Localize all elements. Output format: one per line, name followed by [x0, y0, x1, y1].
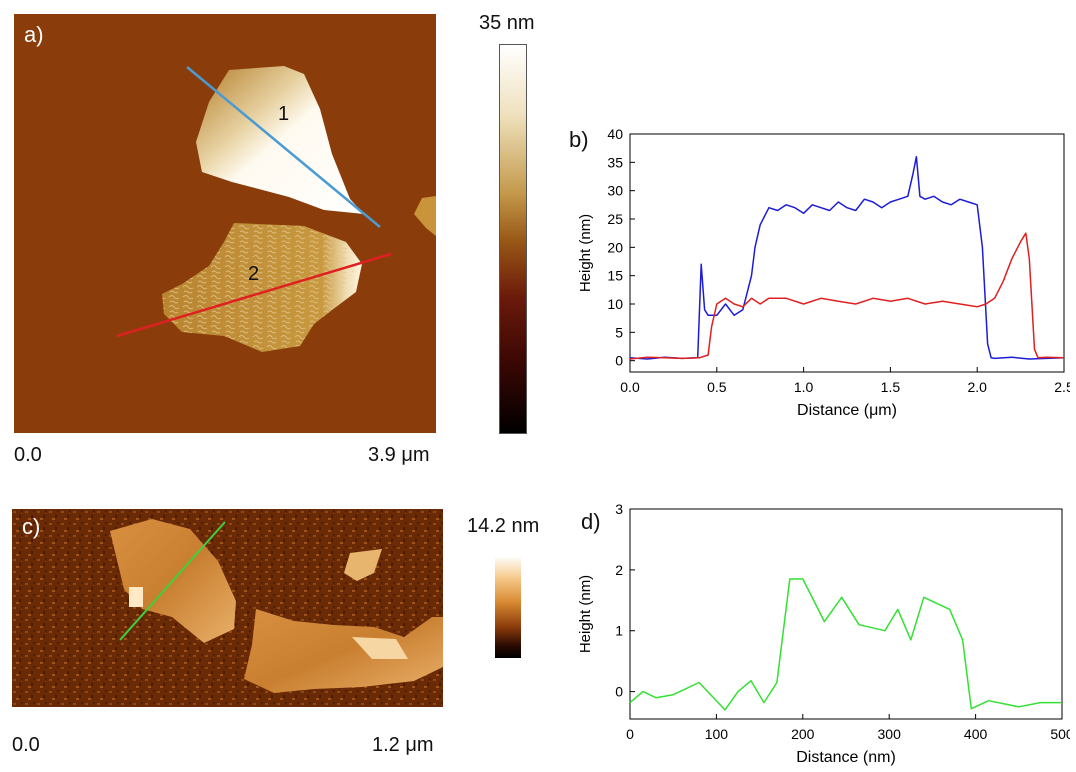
y-tick-label: 2 — [615, 562, 623, 578]
afm-image-a-svg — [14, 14, 436, 433]
x-tick-label: 200 — [791, 726, 815, 742]
y-tick-label: 1 — [615, 623, 623, 639]
y-tick-label: 25 — [607, 211, 623, 227]
y-tick-label: 5 — [615, 324, 623, 340]
series-line-1 — [629, 578, 1062, 711]
x-tick-label: 2.0 — [967, 379, 987, 395]
y-tick-label: 10 — [607, 296, 623, 312]
flake-c-3-bright — [352, 637, 408, 659]
series-line-1 — [629, 155, 1065, 360]
chart-b: 0.0 0.5 1.0 1.5 2.0 2.5 0 5 10 15 20 25 30 35 40 Distan… — [577, 126, 1070, 419]
panel-label-b: b) — [569, 127, 589, 152]
colorbar-a — [499, 44, 527, 434]
afm-image-c-svg — [12, 509, 443, 707]
x-tick-label: 0 — [626, 726, 634, 742]
x-tick-label: 300 — [878, 726, 902, 742]
y-tick-label: 0 — [615, 684, 623, 700]
plot-frame — [629, 133, 1065, 373]
scale-max-a: 3.9 μm — [368, 444, 430, 466]
colorbar-c — [495, 556, 521, 658]
colorbar-max-a: 35 nm — [479, 12, 535, 34]
plot-frame — [629, 508, 1063, 720]
y-tick-label: 30 — [607, 183, 623, 199]
y-tick-label: 40 — [607, 126, 623, 142]
y-tick-label: 0 — [615, 353, 623, 369]
y-tick-label: 35 — [607, 154, 623, 170]
flake-c-1-highlight — [129, 587, 143, 607]
y-axis-title: Height (nm) — [577, 214, 594, 292]
afm-image-a — [14, 14, 436, 433]
scale-min-c: 0.0 — [12, 734, 40, 756]
scale-min-a: 0.0 — [14, 444, 42, 466]
series-line-2 — [629, 232, 1065, 360]
afm-image-c — [12, 509, 443, 707]
panel-label-a: a) — [24, 22, 44, 47]
x-tick-label: 1.0 — [794, 379, 814, 395]
flake-c-3 — [244, 609, 443, 693]
x-tick-label: 0.0 — [620, 379, 640, 395]
flake-1 — [196, 66, 364, 214]
y-tick-label: 3 — [615, 501, 623, 517]
flake-label-1: 1 — [278, 103, 290, 125]
flake-c-2 — [344, 549, 382, 581]
x-tick-label: 100 — [705, 726, 729, 742]
x-tick-label: 1.5 — [881, 379, 901, 395]
flake-edge — [414, 196, 436, 236]
x-axis-title: Distance (nm) — [796, 749, 896, 766]
profile-line-2 — [116, 252, 392, 338]
x-tick-label: 500 — [1050, 726, 1070, 742]
x-axis-title: Distance (μm) — [797, 402, 897, 419]
profile-line-c — [119, 521, 226, 641]
scale-max-c: 1.2 μm — [372, 734, 434, 756]
chart-d: 0 100 200 300 400 500 0 1 2 3 Distance (nm) Height … — [577, 501, 1070, 766]
colorbar-max-c: 14.2 nm — [467, 515, 540, 537]
flake-2-texture — [162, 223, 354, 352]
x-tick-label: 0.5 — [707, 379, 727, 395]
x-tick-label: 2.5 — [1054, 379, 1070, 395]
profile-line-1 — [186, 66, 381, 228]
panel-label-d: d) — [581, 509, 601, 534]
panel-label-c: c) — [22, 514, 41, 539]
x-tick-label: 400 — [964, 726, 988, 742]
y-axis-title: Height (nm) — [577, 575, 594, 653]
y-tick-label: 20 — [607, 239, 623, 255]
flake-label-2: 2 — [248, 263, 260, 285]
y-tick-label: 15 — [607, 268, 623, 284]
